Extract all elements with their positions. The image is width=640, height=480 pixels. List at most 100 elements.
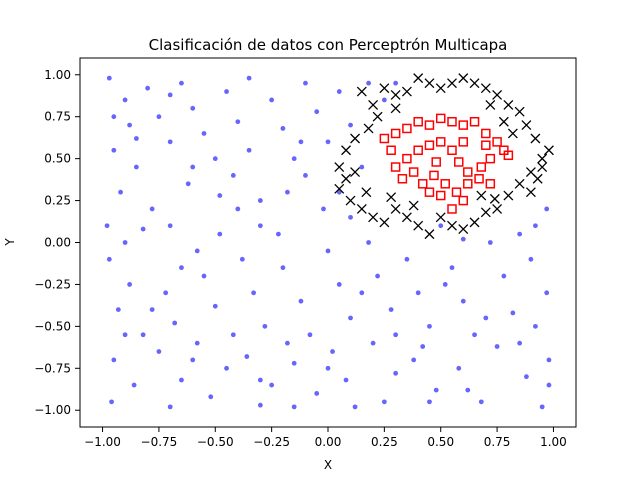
data-point-square bbox=[481, 140, 491, 150]
data-point-dot bbox=[190, 357, 196, 363]
data-point-dot bbox=[257, 198, 263, 203]
data-point-dot bbox=[257, 377, 263, 383]
data-point-cross bbox=[480, 207, 491, 218]
data-point-dot bbox=[212, 303, 218, 309]
data-point-dot bbox=[478, 399, 484, 405]
data-point-cross bbox=[503, 100, 514, 110]
x-tick-label: −1.00 bbox=[84, 435, 121, 449]
data-point-dot bbox=[208, 394, 214, 400]
data-point-dot bbox=[251, 290, 256, 296]
data-point-dot bbox=[190, 164, 196, 170]
data-point-square bbox=[454, 157, 464, 167]
data-point-dot bbox=[539, 404, 545, 410]
data-point-square bbox=[424, 187, 435, 197]
data-point-dot bbox=[303, 173, 308, 178]
data-point-dot bbox=[546, 382, 552, 388]
data-point-dot bbox=[149, 307, 155, 312]
data-point-dot bbox=[235, 119, 241, 125]
data-point-dot bbox=[269, 97, 275, 103]
data-point-cross bbox=[480, 83, 491, 94]
data-point-dot bbox=[336, 189, 342, 195]
data-point-cross bbox=[368, 212, 379, 223]
data-point-cross bbox=[435, 212, 446, 223]
data-point-dot bbox=[156, 114, 162, 120]
data-point-cross bbox=[489, 193, 500, 204]
data-point-dot bbox=[524, 374, 529, 380]
data-point-dot bbox=[224, 89, 229, 94]
series-blue-dots bbox=[104, 75, 552, 410]
data-point-dot bbox=[420, 344, 426, 349]
data-point-dot bbox=[246, 147, 252, 153]
data-point-cross bbox=[334, 183, 345, 194]
data-point-dot bbox=[167, 139, 173, 145]
data-point-dot bbox=[449, 265, 455, 271]
data-point-cross bbox=[390, 89, 401, 100]
data-point-dot bbox=[336, 282, 342, 287]
data-point-dot bbox=[404, 256, 410, 262]
data-point-dot bbox=[291, 156, 297, 162]
y-tick-label: 0.00 bbox=[44, 236, 71, 250]
data-point-dot bbox=[307, 332, 313, 338]
x-tick-label: 0.75 bbox=[484, 435, 511, 449]
data-point-cross bbox=[514, 178, 525, 189]
data-point-cross bbox=[498, 116, 509, 127]
data-point-square bbox=[469, 116, 480, 127]
data-point-square bbox=[402, 153, 412, 164]
y-axis: −1.00 −0.75 −0.50 −0.25 0.00 0.25 0.50 0.75 1.00 bbox=[34, 68, 80, 417]
data-point-dot bbox=[487, 240, 493, 245]
x-tick-label: 0.50 bbox=[427, 435, 454, 449]
data-point-dot bbox=[298, 298, 304, 304]
data-point-dot bbox=[314, 109, 320, 115]
data-point-square bbox=[435, 137, 446, 147]
data-point-dot bbox=[122, 332, 128, 338]
data-point-dot bbox=[276, 231, 281, 237]
y-tick-label: 0.25 bbox=[44, 194, 71, 208]
data-point-square bbox=[424, 140, 435, 150]
data-point-dot bbox=[127, 282, 132, 287]
data-point-dot bbox=[343, 377, 349, 383]
data-point-cross bbox=[413, 73, 424, 84]
data-point-dot bbox=[546, 357, 552, 363]
data-point-square bbox=[408, 167, 419, 177]
data-point-cross bbox=[350, 133, 361, 144]
y-axis-label: Y bbox=[3, 238, 17, 247]
data-point-dot bbox=[185, 181, 191, 187]
data-point-cross bbox=[356, 86, 367, 97]
data-point-dot bbox=[483, 315, 489, 321]
data-point-dot bbox=[122, 240, 128, 245]
x-tick-label: 0.25 bbox=[371, 435, 398, 449]
data-point-cross bbox=[334, 162, 345, 172]
data-point-dot bbox=[285, 340, 290, 346]
data-point-cross bbox=[469, 78, 480, 89]
data-point-dot bbox=[156, 349, 162, 354]
data-point-square bbox=[440, 179, 450, 189]
data-point-cross bbox=[401, 86, 412, 97]
data-point-square bbox=[397, 174, 408, 184]
data-point-dot bbox=[517, 340, 523, 346]
data-point-cross bbox=[413, 220, 424, 231]
data-point-cross bbox=[350, 167, 361, 178]
data-point-square bbox=[402, 123, 412, 134]
data-point-dot bbox=[460, 298, 466, 304]
x-tick-label: −0.25 bbox=[253, 435, 290, 449]
data-point-cross bbox=[458, 73, 469, 84]
data-point-dot bbox=[370, 340, 376, 346]
data-point-cross bbox=[447, 78, 457, 89]
x-tick-label: −0.50 bbox=[197, 435, 234, 449]
series-red-squares bbox=[379, 113, 514, 214]
plot-area: −1.00 −0.75 −0.50 −0.25 0.00 0.25 0.50 0.75 1.00… bbox=[34, 57, 577, 449]
data-point-cross bbox=[476, 190, 487, 201]
data-point-dot bbox=[230, 332, 236, 338]
y-tick-label: −0.50 bbox=[34, 319, 71, 333]
data-point-cross bbox=[408, 200, 419, 211]
data-point-dot bbox=[140, 332, 146, 338]
series-black-crosses bbox=[334, 73, 554, 240]
data-point-dot bbox=[115, 307, 121, 312]
data-point-cross bbox=[492, 203, 503, 214]
data-point-dot bbox=[246, 75, 252, 81]
data-point-dot bbox=[257, 223, 263, 229]
data-point-dot bbox=[348, 315, 353, 321]
data-point-dot bbox=[194, 248, 200, 254]
data-point-square bbox=[503, 150, 514, 161]
data-point-dot bbox=[411, 357, 417, 363]
